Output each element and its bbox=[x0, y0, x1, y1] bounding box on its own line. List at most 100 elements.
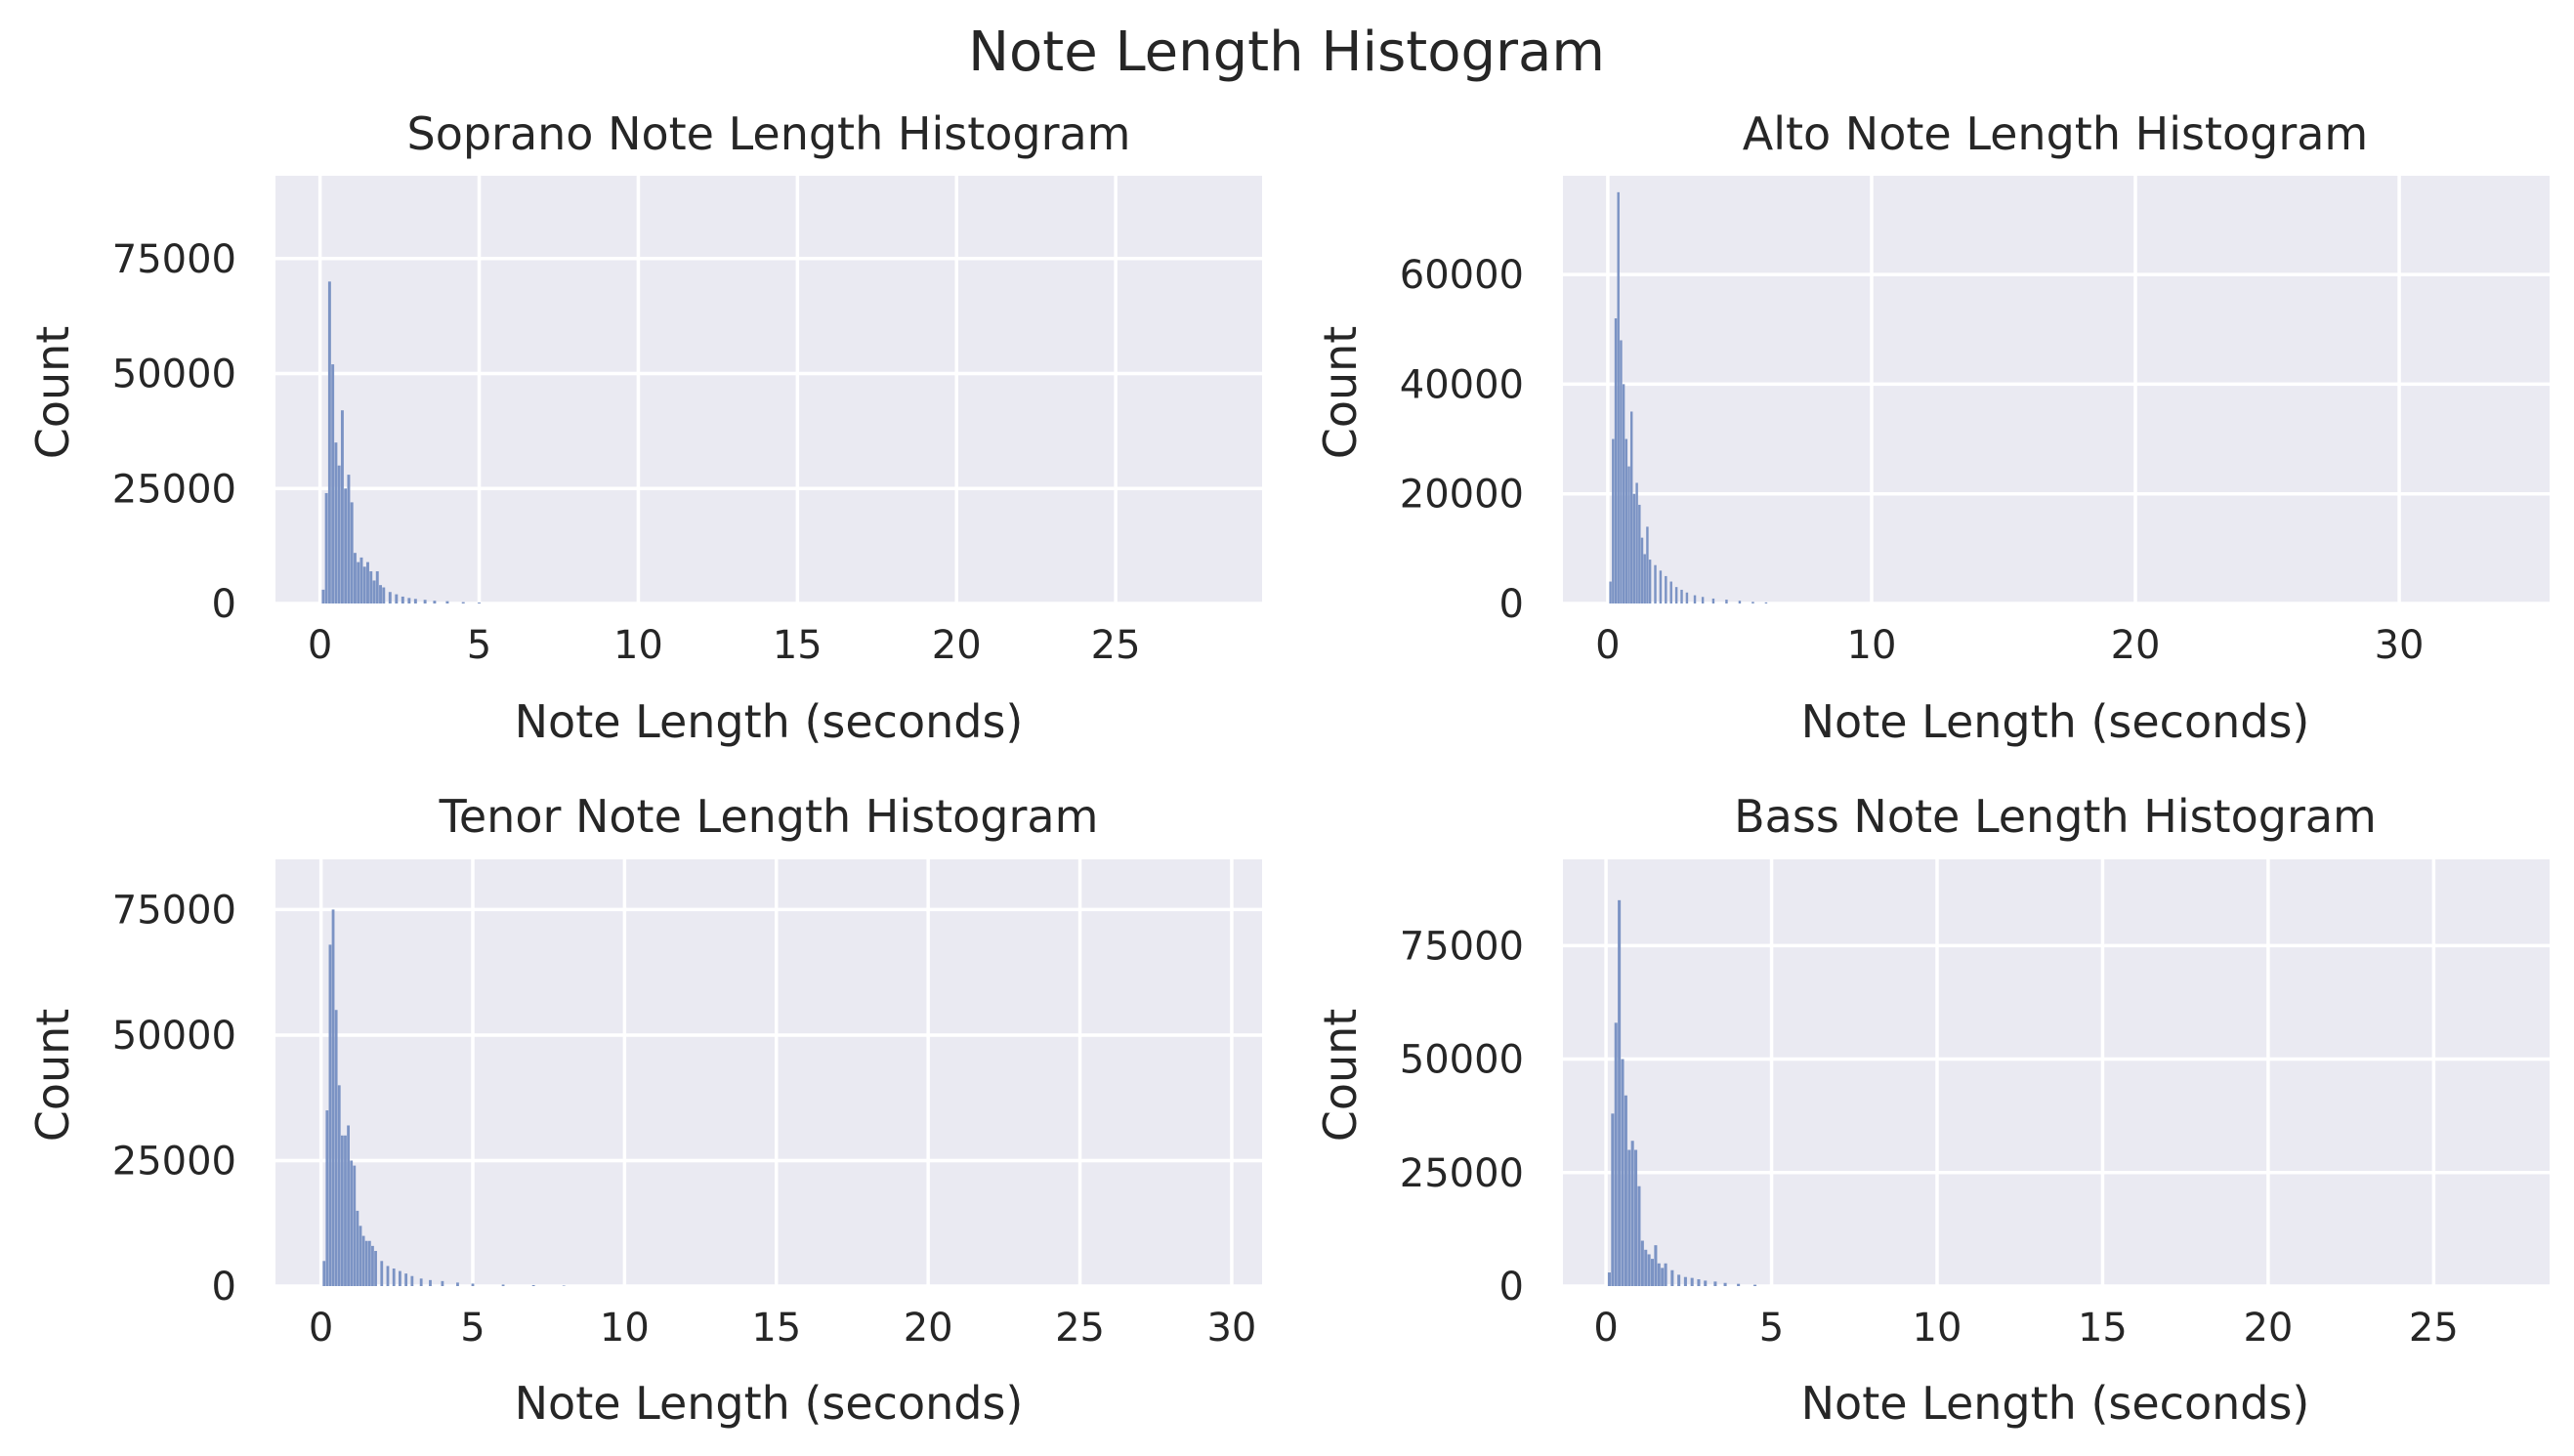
bass-x-axis-label: Note Length (seconds) bbox=[1801, 1377, 2310, 1430]
tenor-x-tick-label: 10 bbox=[600, 1306, 650, 1351]
bass-histogram-bar bbox=[1644, 1249, 1648, 1286]
soprano-histogram-bar bbox=[372, 580, 376, 603]
alto-x-tick-label: 10 bbox=[1847, 623, 1897, 668]
soprano-histogram-bar bbox=[327, 281, 331, 603]
tenor-histogram-bar bbox=[364, 1240, 368, 1286]
bass-histogram-bar bbox=[1677, 1274, 1681, 1286]
alto-histogram-bar bbox=[1617, 191, 1620, 603]
figure-title: Note Length Histogram bbox=[968, 21, 1605, 84]
tenor-histogram-bar bbox=[456, 1282, 459, 1286]
alto-y-axis-label: Count bbox=[1314, 326, 1367, 460]
soprano-histogram-bar bbox=[401, 596, 404, 603]
soprano-histogram-bar bbox=[324, 492, 328, 603]
soprano-x-tick-label: 0 bbox=[308, 623, 332, 668]
tenor-histogram-bar bbox=[471, 1283, 475, 1286]
alto-histogram-bar bbox=[1680, 589, 1683, 603]
bass-histogram-bar bbox=[1713, 1281, 1717, 1286]
soprano-histogram-bar bbox=[321, 589, 325, 603]
tenor-histogram-bar bbox=[359, 1226, 362, 1286]
bass-histogram-bar bbox=[1624, 1095, 1627, 1286]
soprano-y-tick-label: 75000 bbox=[112, 237, 236, 282]
bass-histogram-bar bbox=[1611, 1113, 1615, 1286]
bass-x-tick-label: 25 bbox=[2409, 1306, 2459, 1351]
tenor-histogram-bar bbox=[371, 1245, 374, 1286]
bass-x-tick-label: 10 bbox=[1913, 1306, 1962, 1351]
bass-x-tick-label: 0 bbox=[1593, 1306, 1618, 1351]
bass-x-tick-label: 5 bbox=[1759, 1306, 1784, 1351]
alto-histogram-bar bbox=[1654, 564, 1657, 603]
alto-histogram-bar bbox=[1609, 581, 1612, 603]
tenor-histogram-bar bbox=[429, 1279, 432, 1286]
soprano-x-tick-label: 15 bbox=[773, 623, 823, 668]
alto-histogram-bar bbox=[1612, 438, 1615, 603]
alto-histogram-bar bbox=[1674, 587, 1678, 603]
tenor-histogram-bar bbox=[380, 1261, 384, 1286]
tenor-x-tick-label: 30 bbox=[1206, 1306, 1256, 1351]
alto-histogram-bar bbox=[1725, 600, 1728, 603]
alto-x-tick-label: 20 bbox=[2111, 623, 2161, 668]
soprano-histogram-bar bbox=[350, 502, 354, 603]
tenor-x-tick-label: 15 bbox=[751, 1306, 801, 1351]
tenor-histogram-bar bbox=[322, 1261, 326, 1286]
bass-y-tick-label: 50000 bbox=[1400, 1038, 1524, 1083]
bass-histogram-bar bbox=[1753, 1284, 1757, 1286]
tenor-x-tick-label: 5 bbox=[460, 1306, 485, 1351]
bass-histogram-bar bbox=[1697, 1279, 1701, 1286]
soprano-histogram-bar bbox=[382, 587, 386, 603]
soprano-bars bbox=[321, 281, 481, 603]
tenor-histogram-bar bbox=[340, 1135, 344, 1286]
bass-histogram-bar bbox=[1664, 1263, 1667, 1286]
soprano-histogram-bar bbox=[445, 601, 449, 603]
soprano-histogram-bar bbox=[359, 557, 363, 603]
alto-histogram-bar bbox=[1632, 493, 1636, 603]
soprano-plot-area bbox=[275, 176, 1262, 603]
tenor-y-tick-label: 0 bbox=[212, 1265, 236, 1310]
tenor-x-tick-label: 0 bbox=[309, 1306, 333, 1351]
bass-y-tick-label: 0 bbox=[1499, 1265, 1524, 1310]
tenor-histogram-bar bbox=[331, 909, 335, 1286]
alto-y-tick-label: 60000 bbox=[1400, 253, 1524, 298]
tenor-x-tick-label: 20 bbox=[904, 1306, 953, 1351]
bass-plot-area bbox=[1563, 859, 2550, 1286]
alto-y-tick-label: 40000 bbox=[1400, 362, 1524, 407]
bass-histogram-bar bbox=[1614, 1022, 1618, 1286]
alto-histogram-bar bbox=[1751, 602, 1754, 603]
soprano-y-tick-label: 50000 bbox=[112, 353, 236, 397]
soprano-x-tick-label: 25 bbox=[1091, 623, 1141, 668]
tenor-panel-title: Tenor Note Length Histogram bbox=[439, 790, 1099, 843]
tenor-histogram-bar bbox=[419, 1278, 423, 1286]
bass-histogram-bar bbox=[1723, 1282, 1727, 1286]
soprano-y-tick-label: 0 bbox=[212, 582, 236, 627]
bass-histogram-bar bbox=[1690, 1277, 1694, 1286]
tenor-histogram-bar bbox=[353, 1165, 357, 1286]
soprano-histogram-bar bbox=[353, 553, 357, 603]
alto-histogram-bar bbox=[1629, 411, 1633, 603]
tenor-histogram-bar bbox=[501, 1284, 505, 1286]
bass-y-tick-label: 75000 bbox=[1400, 924, 1524, 969]
soprano-grid bbox=[275, 176, 1262, 605]
alto-histogram-panel: Alto Note Length Histogram Note Length (… bbox=[1314, 107, 2550, 748]
tenor-histogram-panel: Tenor Note Length Histogram Note Length … bbox=[26, 790, 1262, 1430]
alto-histogram-bar bbox=[1643, 554, 1646, 603]
tenor-grid bbox=[275, 859, 1262, 1288]
bass-histogram-panel: Bass Note Length Histogram Note Length (… bbox=[1314, 790, 2550, 1430]
alto-histogram-bar bbox=[1693, 595, 1697, 603]
bass-histogram-bar bbox=[1640, 1240, 1644, 1286]
tenor-histogram-bar bbox=[374, 1251, 377, 1286]
alto-histogram-bar bbox=[1625, 438, 1628, 603]
alto-histogram-bar bbox=[1738, 601, 1742, 603]
soprano-histogram-bar bbox=[413, 599, 417, 603]
bass-histogram-bar bbox=[1683, 1276, 1687, 1286]
alto-histogram-bar bbox=[1640, 537, 1644, 603]
soprano-histogram-panel: Soprano Note Length Histogram Note Lengt… bbox=[26, 107, 1262, 748]
bass-grid bbox=[1563, 859, 2550, 1288]
alto-plot-area bbox=[1563, 176, 2550, 603]
tenor-histogram-bar bbox=[399, 1270, 401, 1286]
alto-panel-title: Alto Note Length Histogram bbox=[1743, 107, 2368, 160]
bass-histogram-bar bbox=[1661, 1268, 1665, 1286]
tenor-y-tick-label: 25000 bbox=[112, 1139, 236, 1184]
soprano-histogram-bar bbox=[362, 566, 366, 603]
bass-y-tick-label: 25000 bbox=[1400, 1151, 1524, 1196]
alto-x-axis-label: Note Length (seconds) bbox=[1801, 695, 2310, 748]
alto-y-tick-label: 20000 bbox=[1400, 473, 1524, 518]
